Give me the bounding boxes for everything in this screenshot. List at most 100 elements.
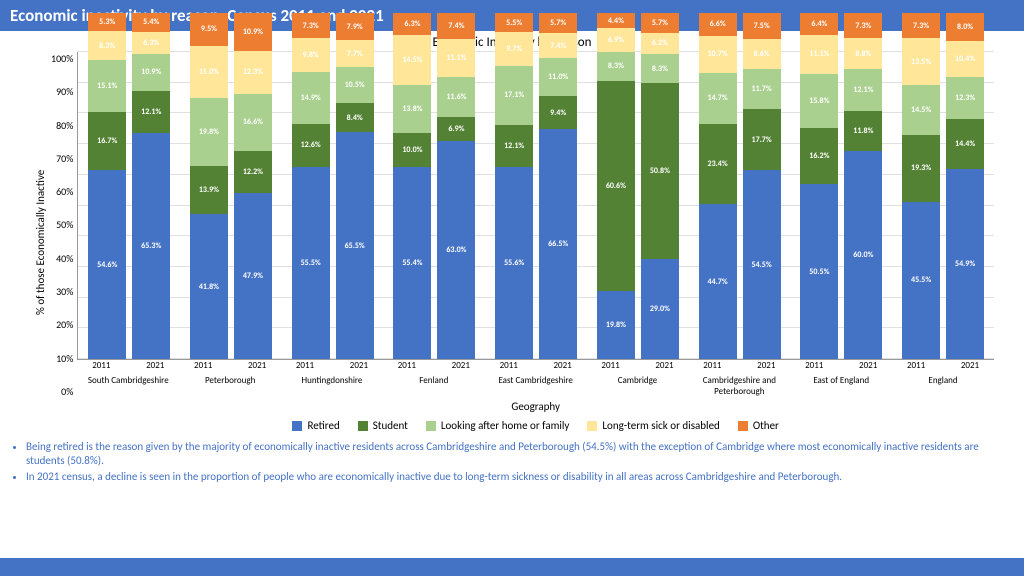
x-year-label: 2011 bbox=[398, 360, 416, 371]
bar-segment: 16.2% bbox=[800, 128, 838, 184]
bar-segment: 13.9% bbox=[190, 166, 228, 214]
bar-segment: 60.6% bbox=[597, 81, 635, 291]
x-year-label: 2011 bbox=[907, 360, 925, 371]
bar-segment: 45.5% bbox=[902, 202, 940, 359]
y-tick: 50% bbox=[51, 218, 73, 231]
stacked-bar: 54.9%14.4%12.3%10.4%8.0% bbox=[946, 13, 984, 359]
bar-segment: 6.6% bbox=[699, 13, 737, 36]
legend-item: Retired bbox=[292, 419, 339, 432]
legend-item: Student bbox=[358, 419, 408, 432]
bar-segment: 6.3% bbox=[132, 32, 170, 54]
legend-swatch bbox=[587, 421, 597, 431]
x-geography-label: South Cambridgeshire bbox=[77, 375, 179, 386]
bar-segment: 23.4% bbox=[699, 124, 737, 205]
y-axis-label: % of those Economically Inactive bbox=[30, 52, 47, 432]
geography-group: 54.6%16.7%15.1%8.3%5.3%65.3%12.1%10.9%6.… bbox=[78, 13, 180, 359]
y-tick: 10% bbox=[51, 352, 73, 365]
x-year-label: 2011 bbox=[296, 360, 314, 371]
legend-label: Student bbox=[373, 419, 408, 432]
geography-group: 45.5%19.3%14.5%13.5%7.3%54.9%14.4%12.3%1… bbox=[892, 13, 994, 359]
geography-group: 50.5%16.2%15.8%11.1%6.4%60.0%11.8%12.1%8… bbox=[791, 13, 893, 359]
bullet-points: Being retired is the reason given by the… bbox=[0, 434, 1024, 489]
bar-segment: 8.8% bbox=[844, 38, 882, 68]
bar-segment: 11.0% bbox=[539, 58, 577, 96]
bar-segment: 9.8% bbox=[292, 38, 330, 72]
x-year-label: 2021 bbox=[655, 360, 673, 371]
bar-segment: 10.4% bbox=[946, 41, 984, 77]
bar-segment: 19.3% bbox=[902, 135, 940, 202]
x-label-group: 20112021Fenland bbox=[383, 360, 485, 397]
stacked-bar: 63.0%6.9%11.6%11.1%7.4% bbox=[437, 13, 475, 359]
x-year-label: 2021 bbox=[146, 360, 164, 371]
legend-item: Long-term sick or disabled bbox=[587, 419, 719, 432]
bar-segment: 12.1% bbox=[495, 125, 533, 167]
bar-segment: 7.5% bbox=[743, 13, 781, 39]
bar-segment: 15.0% bbox=[190, 46, 228, 98]
footer-bar bbox=[0, 558, 1024, 576]
stacked-bar: 55.4%10.0%13.8%14.5%6.3% bbox=[393, 13, 431, 359]
bar-segment: 7.3% bbox=[292, 13, 330, 38]
x-year-label: 2021 bbox=[452, 360, 470, 371]
bar-segment: 8.0% bbox=[946, 13, 984, 41]
legend-label: Retired bbox=[307, 419, 339, 432]
legend-label: Other bbox=[753, 419, 779, 432]
x-year-label: 2011 bbox=[500, 360, 518, 371]
bar-segment: 65.5% bbox=[336, 132, 374, 359]
x-label-group: 20112021Cambridge bbox=[587, 360, 689, 397]
bar-segment: 11.1% bbox=[800, 35, 838, 73]
chart-container: Economic Inactivity by Reason % of those… bbox=[0, 31, 1024, 434]
x-year-label: 2011 bbox=[805, 360, 823, 371]
bar-segment: 10.5% bbox=[336, 67, 374, 103]
bar-segment: 7.4% bbox=[437, 13, 475, 39]
bar-segment: 19.8% bbox=[190, 98, 228, 167]
x-geography-label: East of England bbox=[790, 375, 892, 386]
legend-swatch bbox=[292, 421, 302, 431]
x-year-label: 2021 bbox=[553, 360, 571, 371]
bar-segment: 6.9% bbox=[597, 28, 635, 52]
bar-segment: 12.2% bbox=[234, 151, 272, 193]
x-geography-label: East Cambridgeshire bbox=[485, 375, 587, 386]
y-tick: 70% bbox=[51, 152, 73, 165]
bar-segment: 12.6% bbox=[292, 124, 330, 168]
bar-segment: 12.3% bbox=[946, 77, 984, 120]
y-tick: 20% bbox=[51, 318, 73, 331]
x-label-group: 20112021England bbox=[892, 360, 994, 397]
bar-segment: 15.1% bbox=[88, 60, 126, 112]
x-label-group: 2011 2021 East of England bbox=[790, 360, 892, 397]
bar-segment: 50.5% bbox=[800, 184, 838, 359]
chart-legend: Retired Student Looking after home or fami… bbox=[77, 419, 994, 432]
bar-segment: 12.3% bbox=[234, 51, 272, 94]
bar-segment: 8.4% bbox=[336, 103, 374, 132]
x-year-label: 2021 bbox=[248, 360, 266, 371]
bar-segment: 17.7% bbox=[743, 109, 781, 170]
x-label-group: 2011 2021 East Cambridgeshire bbox=[485, 360, 587, 397]
bar-segment: 5.5% bbox=[495, 13, 533, 32]
geography-group: 19.8%60.6%8.3%6.9%4.4%29.0%50.8%8.3%6.2%… bbox=[587, 13, 689, 359]
bar-segment: 54.6% bbox=[88, 170, 126, 359]
x-geography-label: England bbox=[892, 375, 994, 386]
x-year-label: 2021 bbox=[859, 360, 877, 371]
x-label-group: 2011 2021 Peterborough bbox=[179, 360, 281, 397]
bar-segment: 60.0% bbox=[844, 151, 882, 359]
x-geography-label: Peterborough bbox=[179, 375, 281, 386]
bar-segment: 10.9% bbox=[132, 54, 170, 92]
legend-item: Looking after home or family bbox=[426, 419, 570, 432]
stacked-bar: 55.6%12.1%17.1%9.7%5.5% bbox=[495, 13, 533, 359]
stacked-bar: 54.5%17.7%11.7%8.6%7.5% bbox=[743, 13, 781, 359]
x-geography-label: Huntingdonshire bbox=[281, 375, 383, 386]
bar-segment: 16.6% bbox=[234, 94, 272, 151]
x-year-label: 2011 bbox=[92, 360, 110, 371]
x-geography-label: Cambridgeshire and Peterborough bbox=[688, 375, 790, 397]
x-year-label: 2011 bbox=[194, 360, 212, 371]
stacked-bar: 41.8%13.9%19.8%15.0%9.5% bbox=[190, 13, 228, 359]
y-tick: 80% bbox=[51, 119, 73, 132]
stacked-bar: 29.0%50.8%8.3%6.2%5.7% bbox=[641, 13, 679, 359]
bar-segment: 7.7% bbox=[336, 40, 374, 67]
legend-swatch bbox=[738, 421, 748, 431]
bar-segment: 17.1% bbox=[495, 66, 533, 125]
bar-segment: 55.4% bbox=[393, 167, 431, 359]
bullet-point: Being retired is the reason given by the… bbox=[26, 440, 1008, 468]
bar-segment: 14.9% bbox=[292, 72, 330, 124]
bar-segment: 50.8% bbox=[641, 83, 679, 259]
bar-segment: 55.5% bbox=[292, 167, 330, 359]
